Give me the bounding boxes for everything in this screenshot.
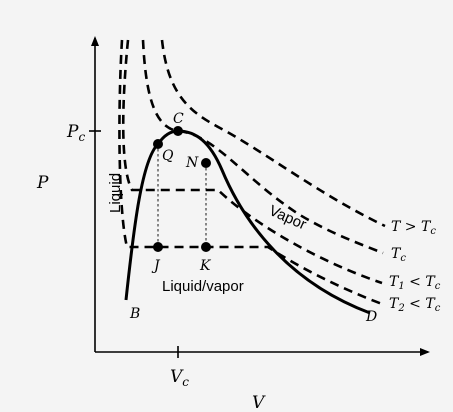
- isotherm-t2: [118, 39, 383, 306]
- y-axis-label: P: [36, 173, 49, 193]
- x-axis-label: V: [252, 393, 266, 412]
- label-q: Q: [162, 148, 174, 164]
- label-d: D: [365, 309, 377, 325]
- isotherm-label-t2: T2 < Tc: [389, 296, 441, 314]
- point-j: [153, 242, 163, 252]
- label-c: C: [173, 111, 184, 127]
- label-k: K: [199, 258, 212, 274]
- vapor-label: Vapor: [266, 202, 308, 233]
- vc-label: Vc: [170, 367, 189, 389]
- isotherm-t1: [121, 39, 383, 285]
- isotherm-tc: [141, 39, 384, 255]
- point-q: [153, 139, 163, 149]
- isotherm-label-t1: T1 < Tc: [389, 274, 441, 292]
- isotherm-label-tc: Tc: [391, 246, 406, 264]
- point-n: [201, 158, 211, 168]
- isotherm-label-t-above-tc: T > Tc: [391, 219, 436, 237]
- label-b: B: [129, 306, 140, 322]
- label-n: N: [185, 155, 199, 171]
- point-c: [173, 126, 183, 136]
- point-k: [201, 242, 211, 252]
- label-j: J: [151, 258, 161, 274]
- isotherm-t-above-tc: [160, 39, 386, 228]
- liquid-label: Liquid: [107, 173, 124, 213]
- liquid-vapor-label: Liquid/vapor: [162, 278, 244, 295]
- pc-label: Pc: [66, 122, 85, 144]
